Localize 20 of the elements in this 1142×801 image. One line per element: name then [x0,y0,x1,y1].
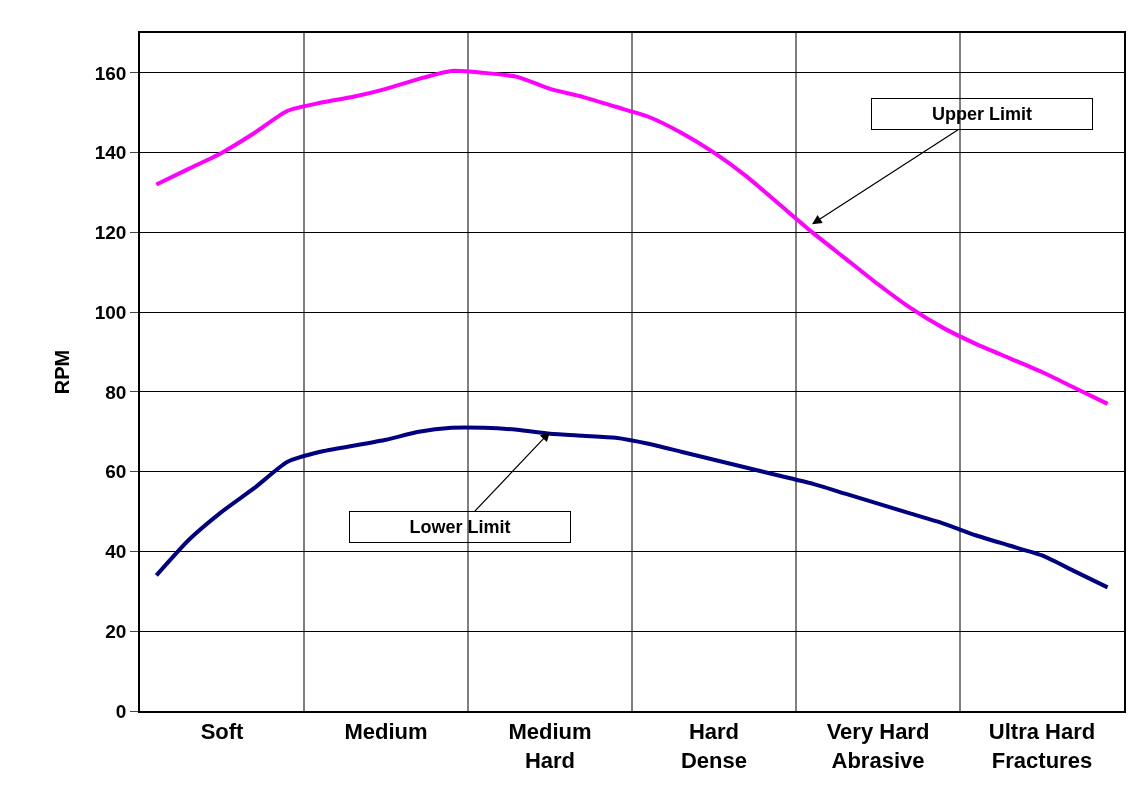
line-series [154,425,1110,590]
y-tick-label: 40 [105,541,127,563]
annotation: Lower Limit [409,517,511,537]
x-tick-label: Soft [200,719,245,745]
y-tick-label: 80 [105,381,127,403]
x-tick-label: Medium Hard [508,719,592,773]
y-tick-label: 100 [94,301,127,323]
y-axis-title: RPM [50,349,73,395]
x-tick-label: Hard Dense [680,719,748,773]
y-tick-label: 120 [94,222,127,244]
x-tick-label: Very Hard Abrasive [826,719,930,773]
y-tick-label: 160 [94,62,127,84]
y-tick-label: 0 [115,700,127,722]
line-series [154,68,1110,406]
annotation: Upper Limit [931,104,1033,124]
x-tick-label: Medium [344,719,428,745]
y-tick-label: 60 [105,461,127,483]
x-tick-label: Ultra Hard Fractures [988,719,1096,773]
y-tick-label: 20 [105,620,127,642]
y-tick-label: 140 [94,142,127,164]
